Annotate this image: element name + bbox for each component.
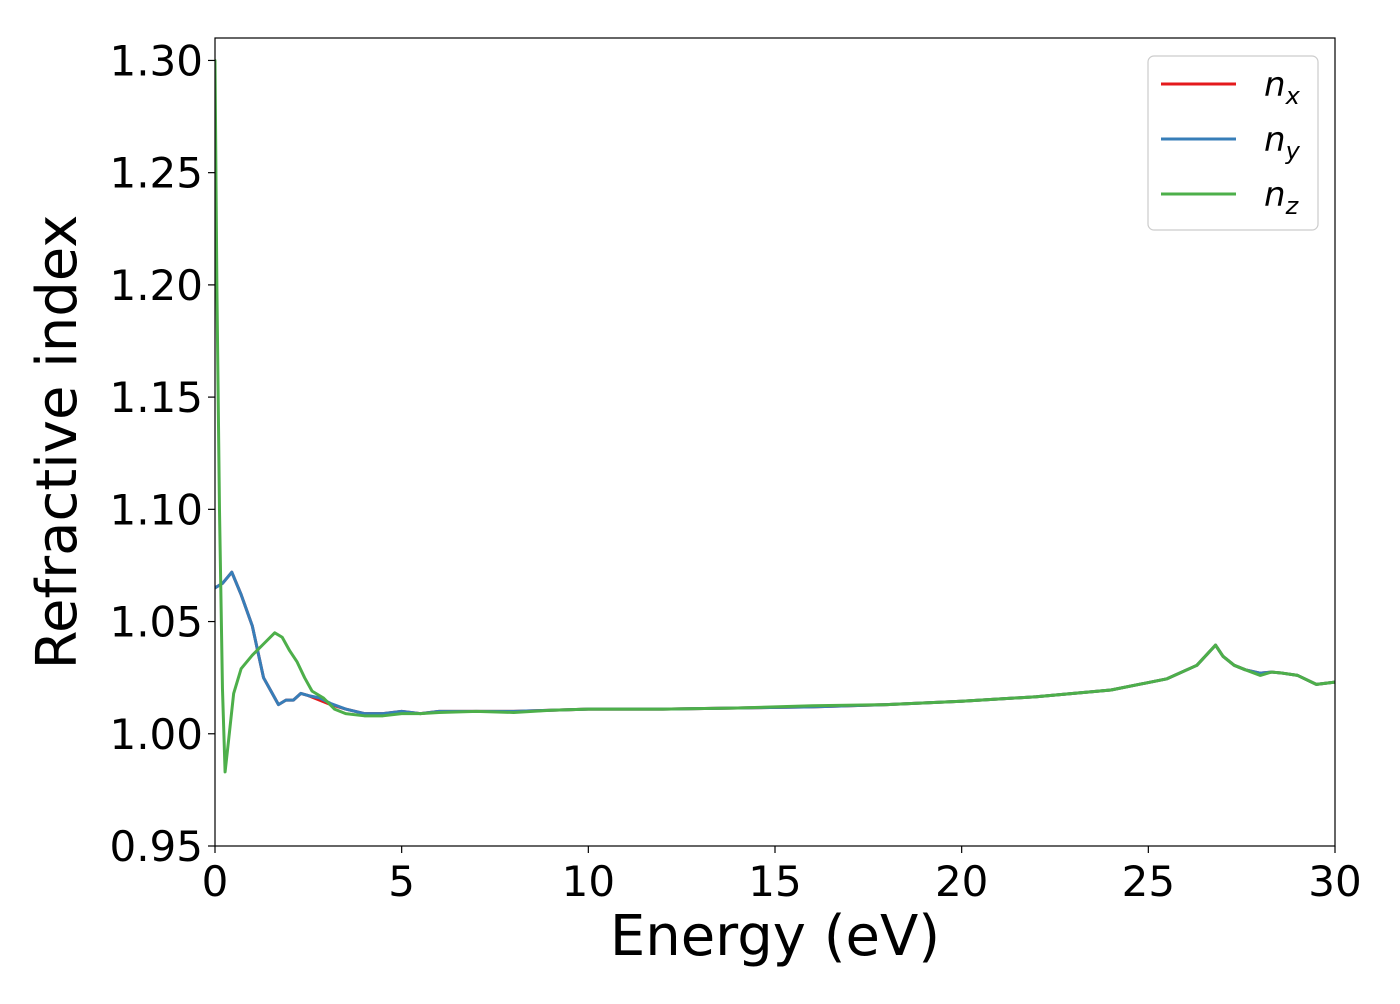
x-tick-label: 20 xyxy=(935,857,988,906)
x-tick-label: 30 xyxy=(1308,857,1361,906)
legend-label-base: n xyxy=(1264,175,1286,215)
x-axis-title: Energy (eV) xyxy=(610,904,940,969)
y-tick-label: 1.00 xyxy=(109,710,203,759)
y-axis-title: Refractive index xyxy=(25,215,90,670)
y-tick-label: 1.10 xyxy=(109,485,203,534)
series-line-z xyxy=(215,58,1335,774)
x-axis-ticks: 0 5 10 15 20 25 30 xyxy=(202,846,1362,906)
legend-box xyxy=(1147,55,1319,231)
x-tick-label: 5 xyxy=(388,857,415,906)
x-tick-label: 0 xyxy=(202,857,229,906)
legend-label-subscript: z xyxy=(1285,192,1300,220)
x-tick-label: 10 xyxy=(562,857,615,906)
series-layer xyxy=(215,58,1335,774)
y-tick-label: 1.20 xyxy=(109,261,203,310)
y-tick-label: 1.30 xyxy=(109,36,203,85)
legend-label-y: ny xyxy=(1264,120,1301,165)
y-axis-ticks: 0.95 1.00 1.05 1.10 1.15 1.20 1.25 1.30 xyxy=(109,36,215,871)
y-tick-label: 1.05 xyxy=(109,598,203,647)
legend-label-base: n xyxy=(1264,120,1286,160)
y-tick-label: 0.95 xyxy=(109,822,203,871)
legend-label-z: nz xyxy=(1264,175,1300,220)
y-tick-label: 1.25 xyxy=(109,149,203,198)
legend-label-subscript: x xyxy=(1285,82,1301,110)
y-tick-label: 1.15 xyxy=(109,373,203,422)
legend-label-base: n xyxy=(1264,65,1286,105)
x-tick-label: 25 xyxy=(1122,857,1175,906)
x-tick-label: 15 xyxy=(748,857,801,906)
legend-label-subscript: y xyxy=(1285,137,1301,165)
legend-label-x: nx xyxy=(1264,65,1301,110)
